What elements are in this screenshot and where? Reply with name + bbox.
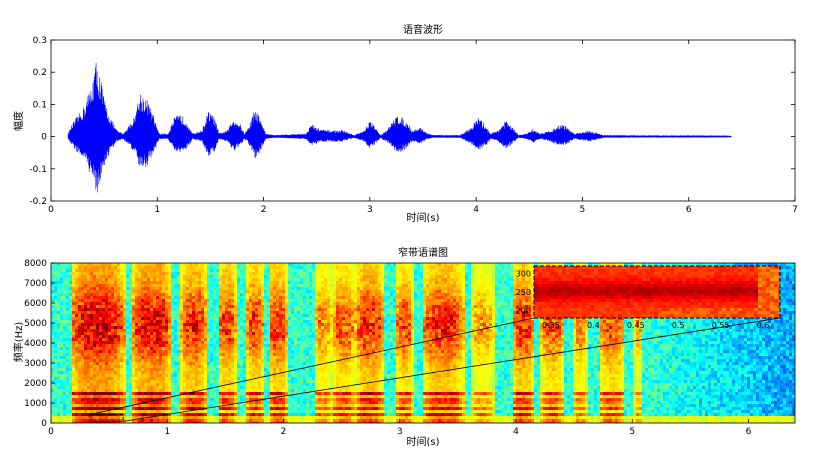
waveform-x-tick-label: 5: [580, 205, 586, 215]
waveform-ylabel: 幅度: [12, 111, 25, 131]
spectrogram-xlabel: 时间(s): [406, 435, 439, 448]
inset-y-tick-label: 300: [516, 269, 531, 278]
waveform-line: [67, 63, 732, 193]
waveform-x-tick-label: 0: [48, 205, 54, 215]
spectrogram-chart: 窄带语谱图 0 1 2 3 4 5 6 0 1000 2000 3000 4000 5000 6000 7…: [12, 246, 796, 448]
zoom-connector-line: [123, 317, 781, 422]
waveform-x-tick-label: 2: [261, 205, 267, 215]
spectrogram-x-tick-label: 6: [746, 427, 752, 437]
spectrogram-title: 窄带语谱图: [398, 246, 448, 259]
inset-y-tick-label: 200: [516, 307, 531, 316]
waveform-y-tick-label: 0.1: [33, 100, 47, 110]
waveform-title: 语音波形: [403, 23, 443, 36]
inset-x-tick-label: 0.6: [757, 321, 770, 330]
zoom-region-marker: [88, 414, 124, 422]
spectrogram-y-tick-label: 5000: [24, 319, 47, 329]
inset-x-tick-label: 0.55: [712, 321, 730, 330]
inset-x-tick-label: 0.5: [672, 321, 685, 330]
waveform-y-tick-label: 0.3: [33, 36, 47, 46]
waveform-y-tick-label: 0.2: [33, 68, 47, 78]
spectrogram-y-tick-label: 2000: [24, 379, 47, 389]
pitch-inset: 0.35 0.4 0.45 0.5 0.55 0.6 200 250 300: [516, 265, 781, 330]
waveform-x-tick-label: 4: [473, 205, 479, 215]
spectrogram-y-tick-label: 3000: [24, 359, 47, 369]
waveform-y-tick-label: -0.1: [29, 165, 47, 175]
spectrogram-y-tick-label: 7000: [24, 279, 47, 289]
spectrogram-y-tick-label: 1000: [24, 399, 47, 409]
inset-y-tick-label: 250: [516, 288, 531, 297]
spectrogram-ylabel: 频率(Hz): [12, 322, 25, 363]
waveform-axes-box: [50, 39, 796, 202]
spectrogram-y-tick-label: 8000: [24, 259, 47, 269]
spectrogram-x-tick-label: 2: [281, 427, 287, 437]
waveform-xlabel: 时间(s): [406, 211, 439, 224]
spectrogram-x-tick-label: 4: [513, 427, 519, 437]
spectrogram-x-tick-label: 0: [48, 427, 54, 437]
spectrogram-y-tick-label: 0: [41, 419, 47, 429]
inset-border: [533, 265, 781, 319]
spectrogram-x-tick-label: 1: [164, 427, 170, 437]
waveform-y-tick-label: 0: [41, 133, 47, 143]
waveform-chart: 语音波形 0 1 2 3 4 5 6 7 -0.2 -0.1 0 0.1 0.2 0.3 时间(s) 幅…: [12, 23, 798, 224]
inset-x-tick-label: 0.4: [587, 321, 600, 330]
spectrogram-x-tick-label: 3: [397, 427, 403, 437]
zoom-connector-line: [89, 317, 535, 415]
waveform-x-tick-label: 3: [367, 205, 373, 215]
spectrogram-y-tick-label: 6000: [24, 299, 47, 309]
spectrogram-y-tick-label: 4000: [24, 339, 47, 349]
inset-x-tick-label: 0.35: [542, 321, 560, 330]
waveform-x-tick-label: 7: [792, 205, 798, 215]
waveform-x-tick-label: 1: [154, 205, 160, 215]
inset-x-tick-label: 0.45: [627, 321, 645, 330]
spectrogram-x-tick-label: 5: [629, 427, 635, 437]
waveform-y-tick-label: -0.2: [29, 197, 47, 207]
waveform-x-tick-label: 6: [686, 205, 692, 215]
